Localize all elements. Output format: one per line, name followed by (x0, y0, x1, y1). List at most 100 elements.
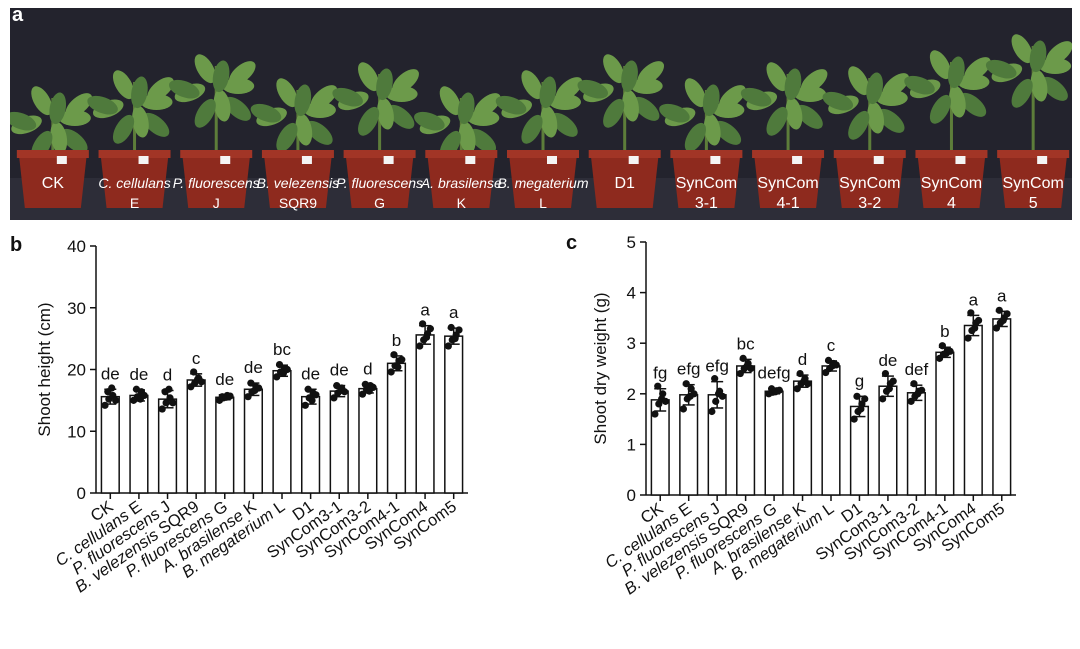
bar-12 (444, 335, 464, 494)
data-point-7-5 (861, 395, 869, 403)
plant-leaf (147, 77, 174, 102)
plant-label-line: CK (42, 175, 65, 192)
plant-leaf (703, 113, 721, 146)
panel-label-a: a (12, 4, 24, 26)
data-point-1-3 (682, 380, 690, 388)
plant-leaf (622, 89, 639, 122)
y-tick-label: 2 (627, 385, 636, 404)
plant-11: SynCom 4 (904, 50, 991, 212)
data-point-12-4 (999, 316, 1007, 325)
significance-letter-11: a (420, 301, 430, 320)
plant-leaf (1041, 76, 1068, 101)
plant-pot-rim (833, 150, 906, 158)
data-point-0-5 (112, 396, 120, 404)
data-point-10-3 (390, 351, 398, 359)
plant-leaf (112, 114, 135, 144)
plant-label-line: 3-2 (858, 195, 881, 212)
y-tick-label: 10 (67, 422, 86, 441)
plant-pot (427, 154, 496, 208)
plant-leaf (877, 108, 905, 133)
significance-letter-5: d (798, 350, 807, 369)
plant-leaf (212, 60, 230, 93)
panel-label-b: b (10, 234, 23, 256)
panel-label-c: c (566, 232, 578, 254)
data-point-2-5 (169, 399, 177, 407)
plant-pot (754, 154, 823, 208)
y-tick-label: 0 (77, 484, 86, 503)
data-point-1-5 (690, 390, 698, 398)
plant-leaf (684, 78, 706, 108)
bar-11 (963, 324, 983, 496)
bar-7 (300, 395, 321, 494)
plant-leaf (784, 68, 802, 101)
y-tick-label: 4 (627, 284, 636, 303)
plant-leaf (376, 68, 393, 101)
significance-letter-3: c (192, 349, 201, 368)
significance-letter-12: a (997, 286, 1007, 305)
plant-leaf (540, 105, 558, 138)
plant-leaf (1011, 34, 1033, 64)
plant-leaf (1045, 41, 1073, 66)
plant-leaf (439, 86, 461, 116)
data-point-3-5 (747, 364, 755, 373)
plant-leaf (5, 111, 37, 131)
significance-letter-7: de (301, 364, 320, 383)
data-point-12-3 (995, 306, 1003, 314)
data-point-3-3 (190, 368, 198, 376)
significance-letter-11: a (969, 290, 979, 309)
plant-leaf (65, 93, 93, 118)
data-point-2-3 (711, 375, 719, 383)
plant-tag (383, 156, 394, 164)
plant-tag (547, 156, 557, 164)
data-point-8-3 (333, 381, 341, 390)
data-point-11-3 (967, 309, 975, 317)
plant-2: P. fluorescens J (168, 54, 260, 211)
plant-leaf (632, 96, 660, 121)
plant-pot (672, 154, 741, 208)
plant-pot (345, 154, 414, 208)
data-point-5-5 (255, 384, 263, 392)
plant-leaf (555, 77, 583, 102)
plant-6: B. megaterium L (495, 70, 589, 211)
plant-1: C. cellulans E (87, 70, 174, 211)
data-point-5-0 (244, 393, 252, 401)
y-tick-label: 30 (67, 299, 86, 318)
data-point-12-3 (447, 323, 455, 332)
bar-5 (792, 380, 813, 496)
plant-12: SynCom 5 (985, 34, 1073, 212)
plant-leaf (766, 62, 788, 92)
plant-leaf (49, 92, 67, 125)
bar-12 (992, 318, 1012, 496)
plant-leaf (250, 103, 282, 123)
significance-letter-2: d (163, 365, 172, 384)
data-point-7-3 (853, 392, 861, 400)
data-point-3-5 (197, 378, 206, 386)
plant-tag (955, 156, 966, 164)
data-point-0-0 (101, 401, 109, 409)
plant-leaf (702, 84, 720, 117)
bar-4 (764, 390, 784, 496)
bar-8 (329, 390, 349, 494)
plant-pot (999, 154, 1068, 208)
plant-7: D1 (577, 54, 665, 208)
data-point-8-5 (889, 377, 897, 385)
plant-leaf (50, 121, 68, 154)
plant-pot (835, 154, 904, 208)
plant-leaf (310, 85, 338, 110)
plant-leaf (959, 92, 987, 117)
y-tick-label: 40 (67, 237, 86, 256)
significance-letter-4: de (215, 370, 234, 389)
plant-leaf (521, 114, 543, 144)
plant-leaf (276, 122, 298, 152)
plant-pot-rim (343, 150, 416, 158)
data-point-8-3 (881, 369, 890, 378)
data-point-9-5 (918, 386, 926, 394)
significance-letter-7: g (855, 371, 864, 390)
plant-leaf (224, 96, 251, 121)
y-tick-label: 3 (627, 334, 636, 353)
plant-pot-rim (425, 150, 498, 158)
plant-pot-rim (997, 150, 1070, 158)
plant-leaf (414, 111, 445, 131)
plant-leaf (904, 75, 935, 95)
data-point-0-3 (654, 382, 662, 390)
